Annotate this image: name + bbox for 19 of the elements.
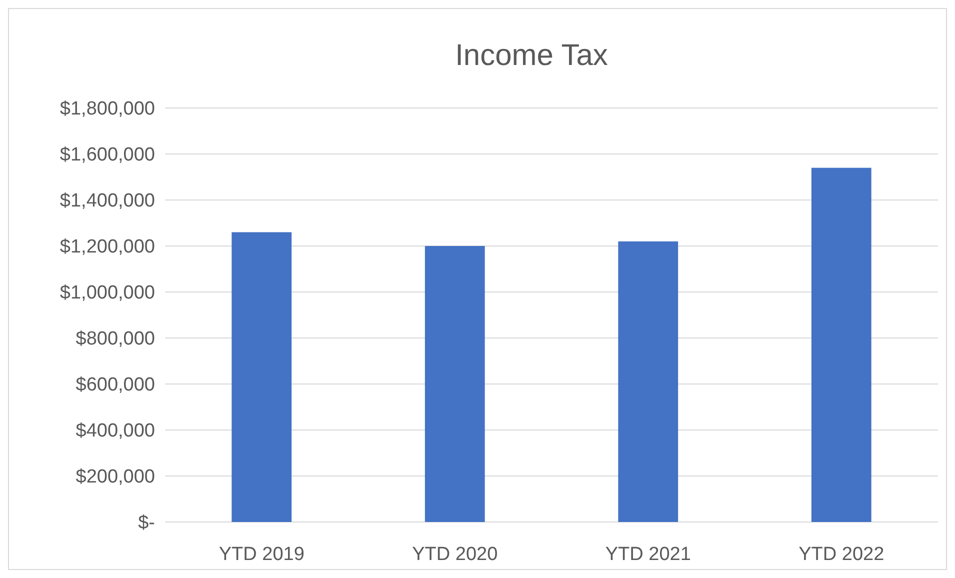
y-tick-label: $1,400,000 [60, 190, 155, 212]
bar [232, 232, 292, 522]
y-tick-label: $1,600,000 [60, 144, 155, 166]
bar [618, 241, 678, 522]
y-tick-label: $200,000 [76, 466, 155, 488]
x-tick-label: YTD 2019 [218, 544, 304, 565]
y-tick-label: $- [138, 512, 155, 534]
y-tick-label: $800,000 [76, 328, 155, 350]
y-tick-label: $1,000,000 [60, 282, 155, 304]
chart-title: Income Tax [455, 39, 608, 72]
y-tick-label: $1,200,000 [60, 236, 155, 258]
y-tick-label: $1,800,000 [60, 98, 155, 120]
x-tick-label: YTD 2022 [798, 544, 884, 565]
bar [811, 168, 872, 522]
y-tick-label: $400,000 [76, 420, 155, 442]
bar [424, 246, 485, 522]
y-tick-label: $600,000 [76, 374, 155, 396]
x-tick-label: YTD 2021 [605, 544, 691, 565]
x-tick-label: YTD 2020 [412, 544, 498, 565]
